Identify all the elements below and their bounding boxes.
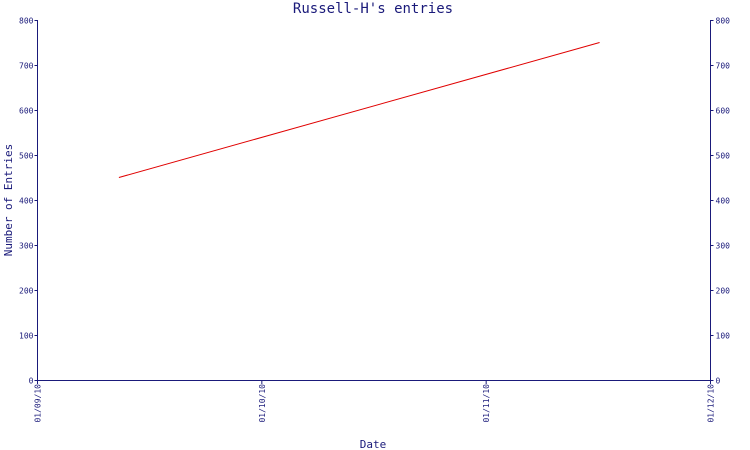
y-tick-label-right: 0 <box>716 377 721 386</box>
y-tick-label-left: 500 <box>19 152 34 161</box>
y-axis-label: Number of Entries <box>2 144 15 257</box>
y-tick-label-left: 400 <box>19 197 34 206</box>
y-tick-label-left: 800 <box>19 17 34 26</box>
plot-area <box>118 42 600 178</box>
y-tick-label-right: 100 <box>716 332 731 341</box>
y-tick-label-left: 300 <box>19 242 34 251</box>
y-tick-label-right: 700 <box>716 62 731 71</box>
x-tick-label: 01/12/10 <box>707 384 716 423</box>
y-tick-label-right: 400 <box>716 197 731 206</box>
y-tick-label-left: 100 <box>19 332 34 341</box>
axes <box>37 20 711 381</box>
chart-title: Russell-H's entries <box>293 1 453 17</box>
y-tick-label-right: 300 <box>716 242 731 251</box>
x-tick-label: 01/09/10 <box>34 384 43 423</box>
y-tick-label-left: 700 <box>19 62 34 71</box>
y-tick-label-right: 600 <box>716 107 731 116</box>
y-tick-label-left: 200 <box>19 287 34 296</box>
series-line <box>118 42 600 178</box>
y-ticks: 0 0 100 100 200 200 300 300 400 400 500 500 600 600 70… <box>19 17 730 386</box>
y-tick-label-right: 200 <box>716 287 731 296</box>
y-tick-label-right: 800 <box>716 17 731 26</box>
y-tick-label-right: 500 <box>716 152 731 161</box>
y-tick-label-left: 600 <box>19 107 34 116</box>
x-ticks: 01/09/10 01/10/10 01/11/10 01/12/10 <box>34 380 716 423</box>
y-tick-label-left: 0 <box>29 377 34 386</box>
x-tick-label: 01/10/10 <box>258 384 267 423</box>
x-axis-label: Date <box>360 438 387 450</box>
x-tick-label: 01/11/10 <box>482 384 491 423</box>
